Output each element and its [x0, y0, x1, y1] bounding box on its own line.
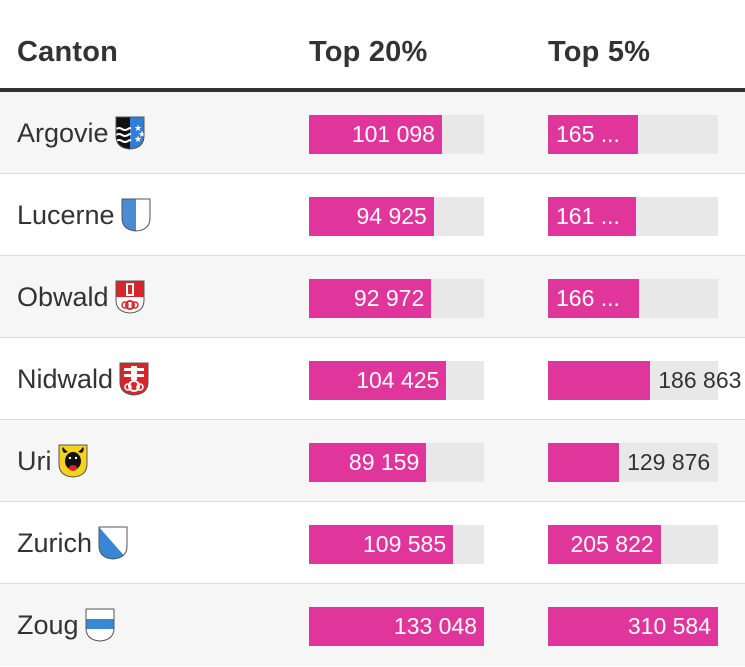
table-body: Argovie ★ ★ ★ 101 098 165 ... Lucerne 94 925 161… [0, 92, 745, 666]
svg-text:★: ★ [138, 129, 145, 139]
canton-cell: Argovie ★ ★ ★ [17, 116, 145, 150]
table-row: Argovie ★ ★ ★ 101 098 165 ... [0, 92, 745, 174]
table-row: Uri 89 159 129 876 [0, 420, 745, 502]
bar-track-top5: 310 584 [548, 607, 718, 646]
bar-top20[interactable] [309, 607, 484, 646]
bar-label-top5: 129 876 [627, 449, 711, 475]
table-row: Obwald 92 972 166 ... [0, 256, 745, 338]
canton-name: Nidwald [17, 363, 114, 394]
bar-track-top5: 129 876 [548, 443, 718, 482]
bar-top5[interactable] [548, 361, 651, 400]
bar-label-top5: 310 584 [627, 613, 711, 639]
bar-track-top20: 133 048 [309, 607, 484, 646]
bar-label-top5: 205 822 [570, 531, 654, 557]
canton-cell: Obwald [17, 280, 145, 314]
canton-cell: Nidwald [17, 362, 149, 396]
bar-top5[interactable] [548, 115, 639, 154]
canton-cell: Zurich [17, 526, 128, 560]
bar-track-top5: 161 ... [548, 197, 718, 236]
canton-name: Zoug [17, 609, 79, 640]
obwald-flag-icon [115, 280, 145, 314]
bar-top20[interactable] [309, 361, 447, 400]
bar-track-top20: 101 098 [309, 115, 484, 154]
bar-track-top5: 166 ... [548, 279, 718, 318]
svg-text:★: ★ [134, 134, 142, 144]
bar-track-top5: 165 ... [548, 115, 718, 154]
bar-track-top20: 104 425 [309, 361, 484, 400]
bar-top5[interactable] [548, 607, 718, 646]
bar-track-top5: 186 863 [548, 361, 741, 400]
canton-name: Obwald [17, 281, 109, 312]
bar-label-top20: 94 925 [356, 203, 427, 229]
canton-cell: Zoug [17, 608, 115, 642]
bar-label-top20: 92 972 [353, 285, 425, 311]
bar-top5[interactable] [548, 525, 661, 564]
bar-label-top20: 104 425 [356, 367, 440, 393]
bar-top5[interactable] [548, 279, 639, 318]
canton-cell: Lucerne [17, 198, 151, 232]
table-row: Zurich 109 585 205 822 [0, 502, 745, 584]
bar-top20[interactable] [309, 525, 454, 564]
canton-name: Uri [17, 445, 52, 476]
bar-label-top5: 166 ... [556, 285, 620, 311]
bar-top20[interactable] [309, 197, 434, 236]
column-header-top5[interactable]: Top 5% [548, 36, 651, 68]
column-header-canton[interactable]: Canton [17, 36, 119, 68]
zoug-flag-icon [85, 608, 115, 642]
canton-name: Argovie [17, 117, 109, 148]
bar-label-top5: 186 863 [658, 367, 742, 393]
bar-track-top20: 109 585 [309, 525, 484, 564]
column-header-top20[interactable]: Top 20% [309, 36, 428, 68]
table-row: Zoug 133 048 310 584 [0, 584, 745, 666]
argovie-flag-icon: ★ ★ ★ [115, 116, 145, 150]
bar-top20[interactable] [309, 115, 442, 154]
bar-top20[interactable] [309, 443, 427, 482]
canton-name: Zurich [17, 527, 93, 558]
bar-label-top5: 161 ... [556, 203, 620, 229]
bar-top5[interactable] [548, 197, 637, 236]
lucerne-flag-icon [121, 198, 151, 232]
zurich-flag-icon [98, 526, 128, 560]
svg-text:★: ★ [134, 123, 142, 133]
bar-label-top20: 109 585 [362, 531, 447, 557]
bar-label-top20: 133 048 [393, 613, 477, 639]
bar-track-top20: 92 972 [309, 279, 484, 318]
bar-track-top5: 205 822 [548, 525, 718, 564]
table-header: Canton Top 20% Top 5% [0, 0, 745, 92]
table-row: Nidwald 104 425 186 863 [0, 338, 745, 420]
canton-cell: Uri [17, 444, 88, 478]
bar-label-top20: 89 159 [348, 449, 420, 475]
uri-flag-icon [58, 444, 88, 478]
nidwald-flag-icon [119, 362, 149, 396]
table-row: Lucerne 94 925 161 ... [0, 174, 745, 256]
bar-top5[interactable] [548, 443, 620, 482]
bar-track-top20: 89 159 [309, 443, 484, 482]
bar-track-top20: 94 925 [309, 197, 484, 236]
bar-top20[interactable] [309, 279, 432, 318]
bar-label-top5: 165 ... [556, 121, 620, 147]
canton-name: Lucerne [17, 199, 115, 230]
bar-label-top20: 101 098 [351, 121, 435, 147]
